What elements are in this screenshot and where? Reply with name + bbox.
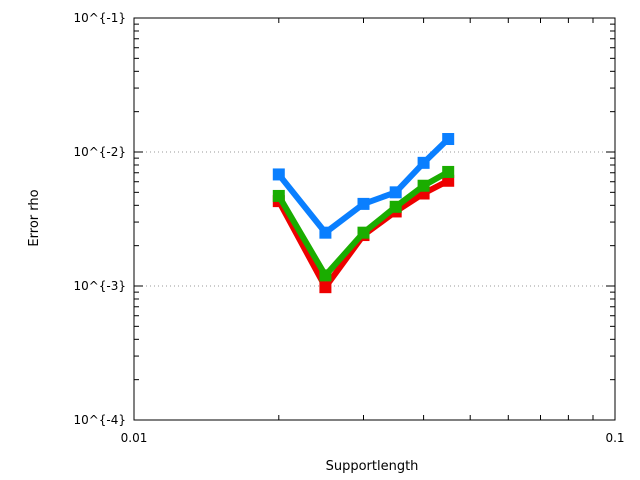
- data-point: [442, 133, 455, 146]
- series-2: [272, 165, 455, 282]
- y-tick-label: 10^{-1}: [73, 11, 126, 25]
- series-layer: [272, 133, 455, 294]
- data-point: [272, 168, 285, 181]
- series-3: [272, 133, 455, 239]
- data-point: [319, 269, 332, 282]
- y-tick-label: 10^{-4}: [73, 413, 126, 427]
- x-tick-label: 0.01: [121, 431, 148, 445]
- data-point: [389, 200, 402, 213]
- y-tick-label: 10^{-3}: [73, 279, 126, 293]
- data-point: [272, 189, 285, 202]
- data-point: [442, 165, 455, 178]
- data-point: [319, 226, 332, 239]
- x-tick-label: 0.1: [605, 431, 624, 445]
- x-axis-title: Supportlength: [326, 459, 419, 474]
- data-point: [417, 156, 430, 169]
- plot-frame: [133, 17, 616, 421]
- y-tick-labels: 10^{-4} 10^{-3} 10^{-2} 10^{-1}: [73, 11, 126, 427]
- y-tick-label: 10^{-2}: [73, 145, 126, 159]
- x-tick-labels: 0.01 0.1: [121, 431, 625, 445]
- x-minor-ticks: [133, 18, 594, 420]
- data-point: [417, 179, 430, 192]
- grid-lines: [134, 151, 615, 287]
- data-point: [357, 197, 370, 210]
- data-point: [319, 281, 332, 294]
- y-axis-title: Error rho: [27, 189, 42, 246]
- data-point: [389, 186, 402, 199]
- data-point: [357, 226, 370, 239]
